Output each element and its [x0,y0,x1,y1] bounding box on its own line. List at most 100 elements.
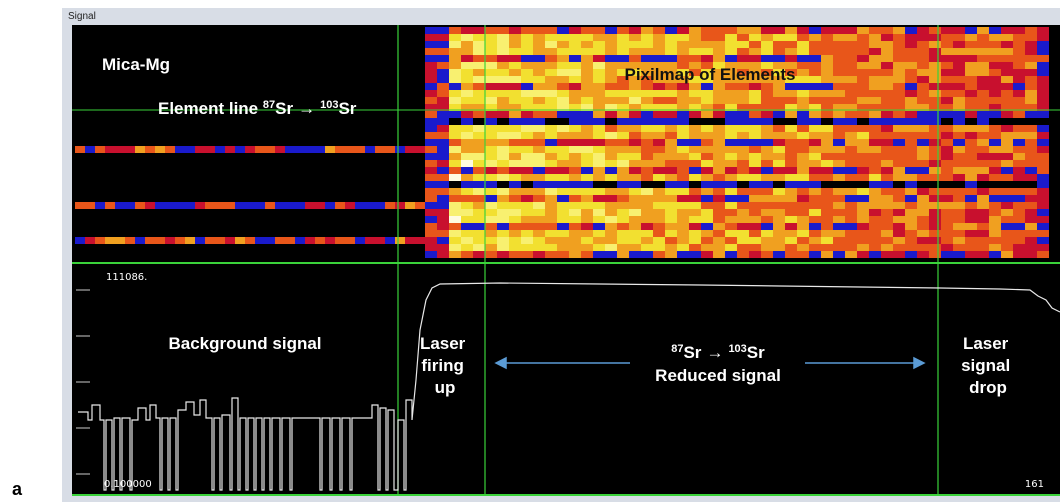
heatmap-cell [415,237,425,244]
heatmap-cell [437,146,449,153]
heatmap-cell [641,55,653,62]
heatmap-cell [521,132,533,139]
heatmap-cell [437,97,449,104]
heatmap-cell [509,90,521,97]
heatmap-cell [653,139,665,146]
heatmap-cell [941,181,953,188]
heatmap-cell [497,237,509,244]
heatmap-cell [355,237,365,244]
heatmap-cell [473,251,485,258]
heatmap-cell [989,146,1001,153]
heatmap-cell [425,202,437,209]
heatmap-cell [989,223,1001,230]
heatmap-cell [785,167,797,174]
heatmap-cell [965,209,977,216]
heatmap-cell [713,125,725,132]
heatmap-cell [545,48,557,55]
heatmap-cell [977,209,989,216]
heatmap-cell [245,237,255,244]
heatmap-cell [797,216,809,223]
heatmap-cell [677,153,689,160]
heatmap-cell [521,69,533,76]
heatmap-cell [437,174,449,181]
heatmap-cell [761,188,773,195]
heatmap-cell [833,230,845,237]
heatmap-cell [497,146,509,153]
heatmap-cell [665,41,677,48]
heatmap-cell [809,160,821,167]
heatmap-cell [473,181,485,188]
heatmap-cell [761,251,773,258]
heatmap-cell [521,230,533,237]
heatmap-cell [953,83,965,90]
heatmap-cell [629,41,641,48]
heatmap-cell [437,132,449,139]
heatmap-cell [941,97,953,104]
heatmap-cell [557,111,569,118]
heatmap-cell [953,55,965,62]
heatmap-cell [845,41,857,48]
heatmap-cell [785,216,797,223]
heatmap-cell [773,132,785,139]
heatmap-cell [425,132,437,139]
heatmap-cell [641,118,653,125]
heatmap-cell [809,181,821,188]
heatmap-cell [989,251,1001,258]
heatmap-cell [797,97,809,104]
heatmap-cell [533,181,545,188]
panel-label: a [12,479,23,499]
heatmap-cell [833,125,845,132]
heatmap-cell [785,223,797,230]
heatmap-cell [785,237,797,244]
heatmap-cell [917,139,929,146]
heatmap-cell [893,181,905,188]
heatmap-cell [461,223,473,230]
heatmap-cell [437,48,449,55]
heatmap-cell [881,174,893,181]
heatmap-cell [773,118,785,125]
heatmap-cell [521,55,533,62]
heatmap-cell [893,223,905,230]
heatmap-cell [593,90,605,97]
heatmap-cell [989,83,1001,90]
heatmap-cell [1025,181,1037,188]
heatmap-cell [449,41,461,48]
heatmap-cell [905,132,917,139]
heatmap-cell [533,83,545,90]
heatmap-cell [989,244,1001,251]
heatmap-cell [1001,34,1013,41]
heatmap-cell [557,76,569,83]
heatmap-cell [953,27,965,34]
heatmap-cell [1037,251,1049,258]
heatmap-cell [165,146,175,153]
heatmap-cell [689,188,701,195]
heatmap-cell [509,69,521,76]
heatmap-cell [905,188,917,195]
heatmap-cell [761,97,773,104]
heatmap-cell [449,223,461,230]
heatmap-cell [1025,160,1037,167]
heatmap-cell [425,181,437,188]
heatmap-cell [989,195,1001,202]
heatmap-cell [821,62,833,69]
heatmap-cell [665,167,677,174]
heatmap-cell [225,237,235,244]
heatmap-cell [917,97,929,104]
heatmap-cell [653,202,665,209]
heatmap-cell [905,90,917,97]
heatmap-cell [869,202,881,209]
heatmap-cell [941,153,953,160]
heatmap-cell [869,146,881,153]
heatmap-cell [245,146,255,153]
heatmap-cell [953,146,965,153]
heatmap-cell [953,237,965,244]
heatmap-cell [617,83,629,90]
heatmap-cell [425,146,437,153]
heatmap-cell [557,251,569,258]
heatmap-cell [485,167,497,174]
heatmap-cell [497,76,509,83]
heatmap-cell [1013,97,1025,104]
heatmap-cell [869,41,881,48]
heatmap-cell [881,167,893,174]
heatmap-cell [989,237,1001,244]
